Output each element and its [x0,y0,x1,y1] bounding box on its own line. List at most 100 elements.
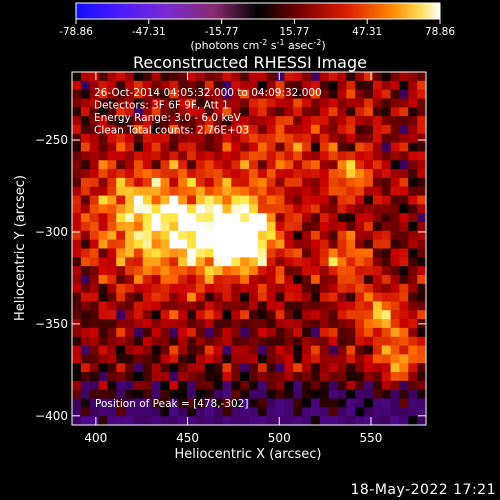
heatmap-cell [337,266,347,276]
heatmap-cell [346,124,356,135]
heatmap-cell [249,230,259,241]
heatmap-cell [178,160,188,170]
heatmap-cell [187,354,197,364]
heatmap-cell [302,310,312,320]
heatmap-cell [80,292,91,303]
heatmap-cell [399,310,409,320]
heatmap-cell [72,72,82,82]
heatmap-cell [346,116,356,126]
heatmap-cell [355,151,365,161]
heatmap-cell [133,72,144,82]
heatmap-cell [257,283,268,294]
heatmap-cell [408,283,418,294]
heatmap-cell [178,98,188,108]
heatmap-cell [160,292,170,303]
heatmap-cell [151,222,162,232]
heatmap-cell [222,204,232,214]
heatmap-cell [293,133,303,144]
heatmap-cell [178,72,188,82]
heatmap-cell [178,107,188,117]
heatmap-cell [399,407,409,417]
heatmap-cell [319,372,330,382]
heatmap-cell [417,160,426,170]
heatmap-cell [337,116,347,126]
heatmap-cell [346,98,356,108]
heatmap-cell [257,407,268,417]
heatmap-cell [381,257,392,267]
heatmap-cell [275,327,285,338]
heatmap-cell [195,248,206,258]
heatmap-cell [249,257,259,267]
heatmap-cell [240,389,250,400]
heatmap-cell [160,336,170,347]
heatmap-cell [142,407,153,417]
heatmap-cell [204,266,215,276]
heatmap-cell [302,72,312,82]
heatmap-cell [213,319,224,329]
heatmap-cell [125,292,135,303]
heatmap-cell [408,274,418,285]
heatmap-cell [151,283,162,294]
heatmap-cell [142,416,153,425]
heatmap-cell [195,80,206,91]
heatmap-cell [72,327,82,338]
heatmap-cell [284,274,294,285]
heatmap-cell [319,310,330,320]
heatmap-cell [417,116,426,126]
heatmap-cell [284,266,294,276]
heatmap-cell [240,380,250,391]
heatmap-cell [284,222,294,232]
heatmap-cell [187,133,197,144]
heatmap-cell [98,274,108,285]
heatmap-cell [195,142,206,153]
heatmap-cell [275,116,285,126]
heatmap-cell [302,169,312,179]
heatmap-cell [390,380,401,391]
heatmap-cell [160,398,170,408]
heatmap-cell [178,116,188,126]
heatmap-cell [213,72,224,82]
heatmap-cell [328,177,339,188]
heatmap-cell [125,398,135,408]
heatmap-cell [346,283,356,294]
heatmap-cell [195,186,206,197]
heatmap-cell [355,398,365,408]
heatmap-cell [302,107,312,117]
heatmap-cell [328,319,339,329]
heatmap-cell [107,230,117,241]
heatmap-cell [213,98,224,108]
heatmap-cell [151,116,162,126]
heatmap-cell [275,160,285,170]
heatmap-cell [293,169,303,179]
heatmap-cell [249,151,259,161]
heatmap-cell [142,204,153,214]
heatmap-cell [381,372,392,382]
heatmap-cell [266,89,277,100]
heatmap-cell [364,72,374,82]
colorbar-ticks: -78.86 -47.31 -15.77 15.77 47.31 78.86 [59,19,455,38]
heatmap-cell [231,124,241,135]
heatmap-cell [284,319,294,329]
heatmap-cell [266,266,277,276]
heatmap-cell [213,142,224,153]
heatmap-cell [89,301,100,311]
heatmap-cell [231,407,241,417]
heatmap-cell [249,213,259,223]
heatmap-cell [293,345,303,355]
heatmap-cell [417,398,426,408]
heatmap-cell [302,266,312,276]
heatmap-cell [355,160,365,170]
heatmap-cell [160,116,170,126]
heatmap-cell [310,124,321,135]
heatmap-cell [125,72,135,82]
heatmap-cell [293,142,303,153]
y-axis-label: Heliocentric Y (arcsec) [13,175,28,321]
heatmap-cell [80,336,91,347]
heatmap-cell [266,257,277,267]
heatmap-cell [364,204,374,214]
heatmap-cell [302,257,312,267]
heatmap-cell [116,407,126,417]
heatmap-cell [372,345,383,355]
heatmap-cell [178,248,188,258]
heatmap-cell [125,116,135,126]
